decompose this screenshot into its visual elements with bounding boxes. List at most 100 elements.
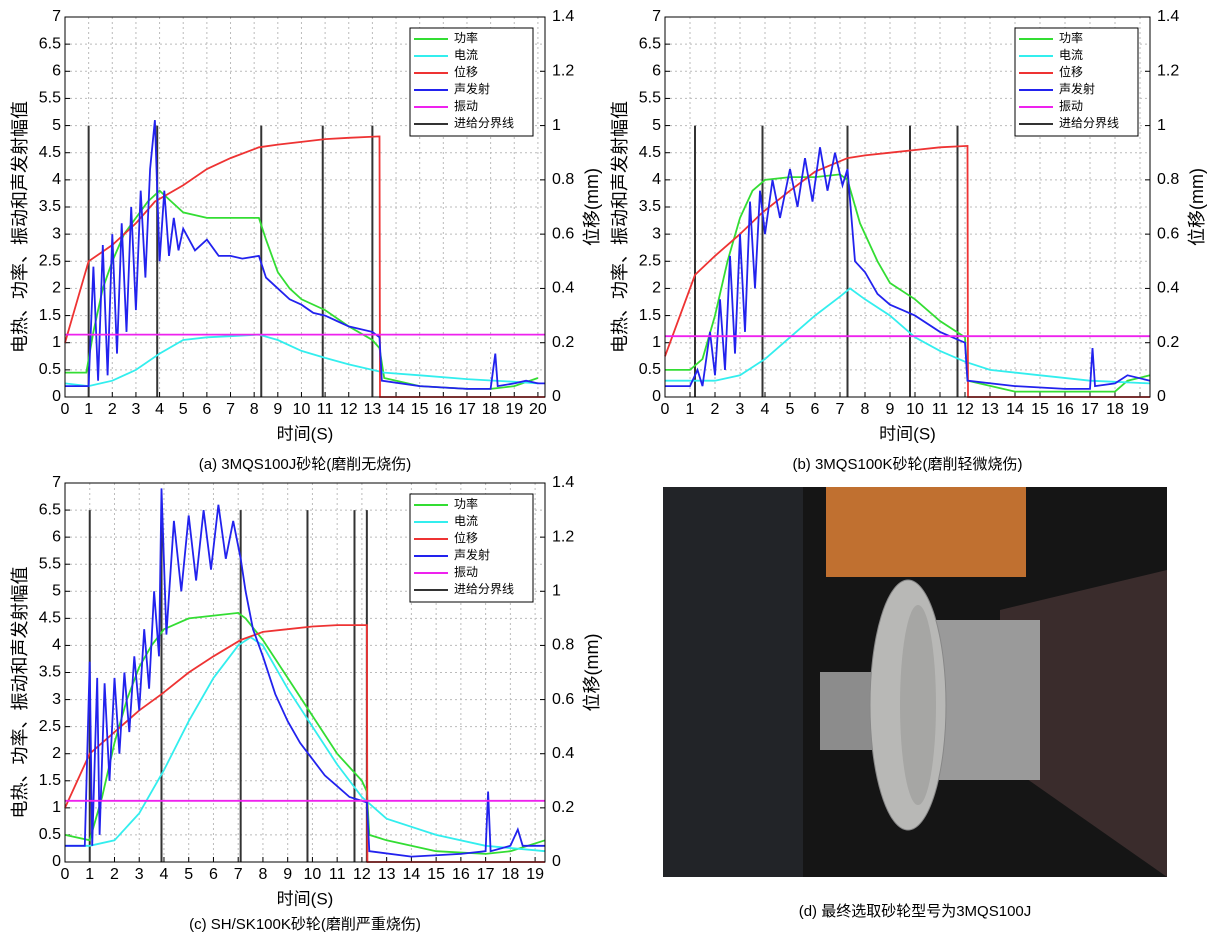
series-line bbox=[665, 147, 1151, 390]
plot-frame bbox=[664, 16, 1151, 398]
x-tick-label: 13 bbox=[981, 401, 999, 418]
y-tick-label: 6 bbox=[52, 528, 61, 545]
y-tick-label: 3.5 bbox=[639, 198, 661, 215]
x-tick-label: 1 bbox=[686, 401, 695, 418]
y2-tick-label: 0.6 bbox=[552, 225, 574, 242]
y-tick-label: 4 bbox=[52, 637, 61, 654]
x-tick-label: 15 bbox=[411, 401, 429, 418]
y-tick-label: 1.5 bbox=[39, 307, 61, 324]
chart: 0 1 2 3 4 5 6 7 8 9 10 11 12 13 14 15 16 17 18 1900.511.522… bbox=[10, 474, 602, 933]
x-tick-label: 7 bbox=[226, 401, 235, 418]
x-axis-label: 时间(S) bbox=[277, 889, 334, 908]
x-tick-label: 14 bbox=[387, 401, 405, 418]
y-tick-label: 0 bbox=[652, 388, 661, 405]
y-tick-label: 6 bbox=[52, 63, 61, 80]
x-tick-label: 18 bbox=[482, 401, 500, 418]
legend-box bbox=[1014, 27, 1139, 137]
x-tick-label: 19 bbox=[505, 401, 523, 418]
y-axis-label: 电热、功率、振动和声发射幅值 bbox=[10, 101, 30, 353]
legend-label: 位移 bbox=[1059, 64, 1083, 79]
caption: (b) 3MQS100K砂轮(磨削轻微烧伤) bbox=[792, 456, 1022, 473]
y-tick-label: 3 bbox=[652, 225, 661, 242]
y2-axis-label: 位移(mm) bbox=[582, 168, 602, 246]
legend-label: 电流 bbox=[454, 48, 478, 62]
y2-tick-label: 0.8 bbox=[552, 171, 574, 188]
x-tick-label: 17 bbox=[1081, 401, 1099, 418]
y-tick-label: 4 bbox=[652, 171, 661, 188]
y2-axis-label: 位移(mm) bbox=[1187, 168, 1207, 246]
x-tick-label: 14 bbox=[402, 866, 420, 883]
y2-tick-label: 1 bbox=[1157, 117, 1166, 134]
y-tick-label: 4 bbox=[52, 171, 61, 188]
y-tick-label: 2.5 bbox=[639, 253, 661, 270]
legend-label: 功率 bbox=[454, 30, 478, 45]
series-line bbox=[65, 120, 545, 390]
x-tick-label: 18 bbox=[501, 866, 519, 883]
x-tick-label: 5 bbox=[179, 401, 188, 418]
y-tick-label: 5 bbox=[52, 117, 61, 134]
y-tick-label: 7 bbox=[52, 474, 61, 491]
legend-label: 声发射 bbox=[1059, 81, 1095, 96]
y-tick-label: 7 bbox=[652, 8, 661, 25]
x-tick-label: 10 bbox=[304, 866, 322, 883]
caption: (a) 3MQS100J砂轮(磨削无烧伤) bbox=[199, 456, 412, 473]
x-tick-label: 7 bbox=[234, 866, 243, 883]
y2-tick-label: 0.6 bbox=[552, 691, 574, 708]
y2-tick-label: 1.4 bbox=[1157, 8, 1179, 25]
y2-tick-label: 0.4 bbox=[552, 745, 574, 762]
photo: (d) 最终选取砂轮型号为3MQS100J bbox=[663, 487, 1167, 920]
y-tick-label: 0.5 bbox=[639, 361, 661, 378]
series-line bbox=[64, 135, 545, 398]
x-tick-label: 6 bbox=[811, 401, 820, 418]
x-tick-label: 11 bbox=[329, 866, 346, 883]
x-tick-label: 4 bbox=[761, 401, 770, 418]
y-tick-label: 2.5 bbox=[39, 253, 61, 270]
legend-label: 位移 bbox=[454, 64, 478, 79]
x-tick-label: 9 bbox=[886, 401, 895, 418]
y2-tick-label: 1 bbox=[552, 583, 561, 600]
x-tick-label: 10 bbox=[906, 401, 924, 418]
x-tick-label: 12 bbox=[353, 866, 371, 883]
x-tick-label: 16 bbox=[1056, 401, 1074, 418]
x-tick-label: 14 bbox=[1006, 401, 1024, 418]
y-tick-label: 2 bbox=[52, 280, 61, 297]
y2-tick-label: 0.4 bbox=[1157, 280, 1179, 297]
chart: 0 1 2 3 4 5 6 7 8 9 10 11 12 13 14 15 16 17 18 1900.511.522… bbox=[610, 8, 1207, 473]
y-axis-label: 电热、功率、振动和声发射幅值 bbox=[610, 101, 630, 353]
x-tick-label: 2 bbox=[711, 401, 720, 418]
y-tick-label: 4.5 bbox=[39, 610, 61, 627]
y-tick-label: 0 bbox=[52, 853, 61, 870]
x-tick-label: 0 bbox=[661, 401, 670, 418]
y2-tick-label: 0 bbox=[1157, 388, 1166, 405]
legend-label: 功率 bbox=[454, 496, 478, 511]
y2-tick-label: 1.4 bbox=[552, 8, 574, 25]
x-tick-label: 7 bbox=[836, 401, 845, 418]
x-tick-label: 12 bbox=[956, 401, 974, 418]
x-tick-label: 13 bbox=[363, 401, 381, 418]
caption: (c) SH/SK100K砂轮(磨削严重烧伤) bbox=[189, 916, 421, 933]
y2-tick-label: 1.2 bbox=[552, 528, 574, 545]
y2-tick-label: 0 bbox=[552, 388, 561, 405]
y-tick-label: 3 bbox=[52, 225, 61, 242]
chart: 0 1 2 3 4 5 6 7 8 9 10 11 12 13 14 15 16 17 18 19 2000.511.5… bbox=[10, 8, 602, 473]
y2-tick-label: 1 bbox=[552, 117, 561, 134]
x-tick-label: 9 bbox=[273, 401, 282, 418]
x-tick-label: 1 bbox=[85, 866, 94, 883]
legend-box bbox=[409, 27, 534, 137]
wheel-face bbox=[900, 605, 936, 805]
x-tick-label: 11 bbox=[317, 401, 334, 418]
legend-label: 进给分界线 bbox=[454, 582, 514, 596]
plot-frame bbox=[64, 16, 546, 398]
x-tick-label: 15 bbox=[427, 866, 445, 883]
y2-tick-label: 0.2 bbox=[1157, 334, 1179, 351]
y2-axis-label: 位移(mm) bbox=[582, 634, 602, 712]
legend-label: 位移 bbox=[454, 530, 478, 545]
y2-tick-label: 0.4 bbox=[552, 280, 574, 297]
y-tick-label: 3.5 bbox=[39, 198, 61, 215]
y-axis-label: 电热、功率、振动和声发射幅值 bbox=[10, 567, 30, 819]
y-tick-label: 4.5 bbox=[639, 144, 661, 161]
legend-label: 振动 bbox=[1059, 99, 1083, 113]
x-tick-label: 15 bbox=[1031, 401, 1049, 418]
x-tick-label: 20 bbox=[529, 401, 547, 418]
